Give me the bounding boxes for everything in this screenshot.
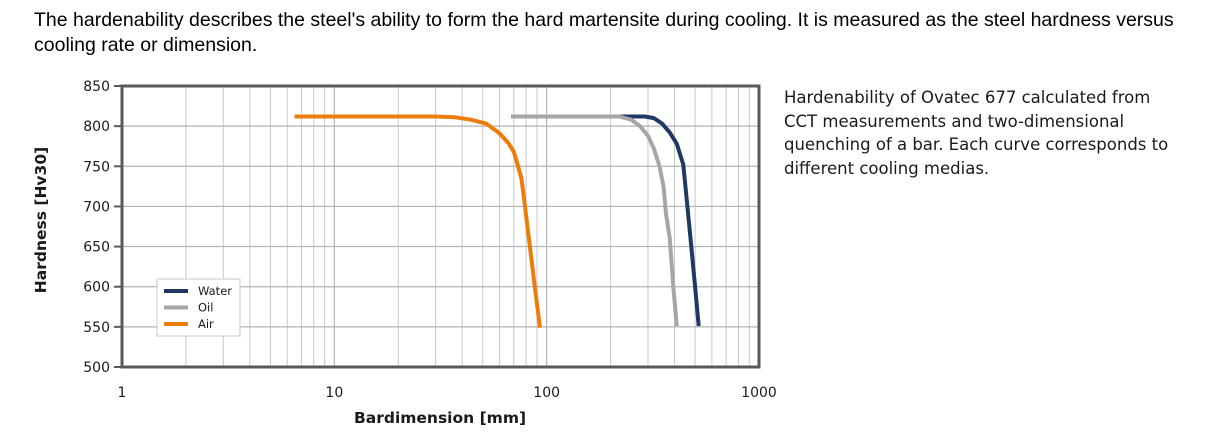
legend-label: Water: [198, 284, 232, 298]
y-tick-label: 800: [83, 119, 110, 135]
series-line-air: [294, 114, 542, 328]
legend-label: Air: [198, 317, 214, 331]
x-tick-labels: 1 10 100 1000: [118, 385, 777, 401]
legend-label: Oil: [198, 301, 213, 315]
y-tick-label: 850: [83, 79, 110, 95]
series-lines: [294, 114, 701, 328]
y-tick-labels: 500 550 600 650 700 750 800 850: [83, 79, 122, 376]
y-tick-label: 600: [83, 280, 110, 296]
intro-text: The hardenability describes the steel's …: [34, 9, 1174, 56]
plot-frame: [120, 84, 761, 369]
x-axis-label: Bardimension [mm]: [354, 409, 526, 427]
y-tick-label: 500: [83, 360, 110, 376]
x-tick-label: 1: [118, 385, 127, 401]
x-tick-label: 10: [325, 385, 343, 401]
y-tick-label: 750: [83, 159, 110, 175]
legend: Water Oil Air: [156, 278, 241, 337]
y-tick-label: 550: [83, 320, 110, 336]
y-tick-label: 700: [83, 199, 110, 215]
y-axis-label: Hardness [Hv30]: [32, 147, 50, 293]
series-line-water: [511, 114, 701, 327]
series-line-oil: [511, 114, 679, 327]
x-tick-label: 100: [533, 385, 560, 401]
x-tick-label: 1000: [741, 385, 777, 401]
chart-caption: Hardenability of Ovatec 677 calculated f…: [784, 88, 1169, 178]
y-tick-label: 650: [83, 240, 110, 256]
